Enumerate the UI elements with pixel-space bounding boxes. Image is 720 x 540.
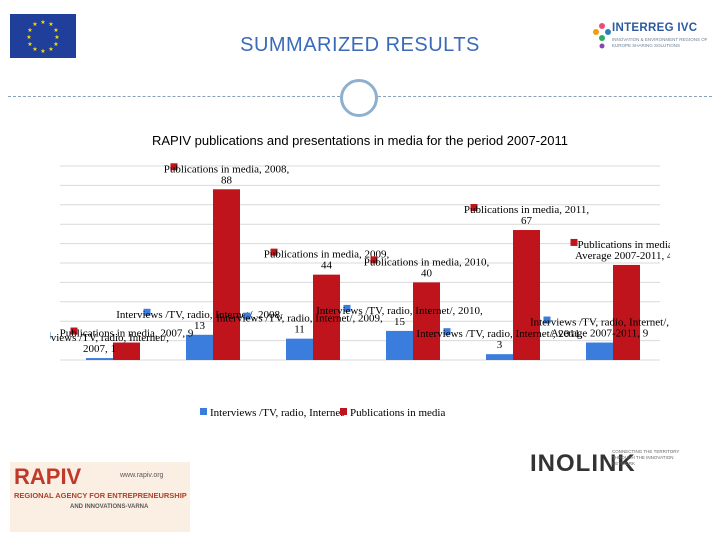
divider-circle-icon	[340, 79, 378, 117]
svg-text:★: ★	[27, 41, 32, 48]
rapiv-agency-line2: AND INNOVATIONS-VARNA	[70, 504, 149, 510]
bar-chart: Interviews /TV, radio, Internet/,2007, 1…	[50, 163, 670, 419]
label-marker-publications-0	[70, 327, 78, 335]
data-label-interviews-3: Interviews /TV, radio, Internet/, 2010,	[316, 305, 483, 317]
data-label-interviews-5: Interviews /TV, radio, Internet/,	[530, 317, 669, 329]
label-marker-interviews-2	[243, 312, 251, 320]
data-label-publications-1: Publications in media, 2008,	[164, 163, 290, 175]
svg-text:★: ★	[53, 27, 58, 34]
label-marker-interviews-0	[50, 332, 51, 340]
label-marker-publications-1	[170, 163, 178, 171]
eu-flag-logo: ★ ★ ★ ★ ★ ★ ★ ★ ★ ★ ★ ★	[10, 14, 76, 58]
rapiv-wordmark: RAPIV	[14, 464, 82, 489]
data-label-interviews-4: 3	[497, 339, 503, 351]
eu-stars-icon: ★ ★★ ★★★ ★★★ ★★★	[26, 19, 59, 55]
bar-publications-1	[213, 189, 240, 360]
bar-interviews-3	[386, 330, 413, 360]
svg-text:★: ★	[53, 41, 58, 48]
label-marker-publications-2	[270, 248, 278, 256]
data-label-publications-3: Publications in media, 2010,	[364, 256, 490, 268]
svg-text:★: ★	[27, 27, 32, 34]
svg-text:★: ★	[48, 46, 53, 53]
legend-label-1: Publications in media	[350, 407, 445, 419]
legend-swatch-0	[200, 408, 207, 415]
bar-interviews-0	[86, 358, 113, 360]
bar-publications-3	[413, 282, 440, 360]
label-marker-interviews-4	[443, 328, 451, 336]
data-label-publications-5: Average 2007-2011, 49	[575, 250, 670, 262]
data-label-interviews-3: 15	[394, 316, 406, 328]
label-marker-interviews-3	[343, 304, 351, 312]
label-marker-publications-4	[470, 204, 478, 212]
inolink-wordmark: INOLINK	[530, 450, 636, 477]
bar-publications-2	[313, 274, 340, 360]
data-label-interviews-0: Interviews /TV, radio, Internet/,	[50, 332, 169, 344]
data-label-interviews-2: Interviews /TV, radio, Internet/, 2009,	[216, 313, 383, 325]
chart-title: RAPIV publications and presentations in …	[151, 133, 569, 148]
data-label-publications-3: 40	[421, 267, 433, 279]
data-label-publications-2: 44	[321, 260, 333, 272]
data-label-publications-2: Publications in media, 2009,	[264, 249, 390, 261]
svg-text:★: ★	[48, 21, 53, 28]
legend-swatch-1	[340, 408, 347, 415]
label-marker-interviews-5	[543, 316, 551, 324]
svg-text:★: ★	[32, 46, 37, 53]
data-label-publications-4: 67	[521, 215, 533, 227]
svg-text:★: ★	[26, 34, 31, 41]
data-label-publications-0: Publications in media, 2007, 9	[60, 328, 194, 340]
bar-publications-5	[613, 264, 640, 360]
label-marker-interviews-1	[143, 308, 151, 316]
bar-publications-0	[113, 342, 140, 360]
data-label-publications-4: Publications in media, 2011,	[464, 204, 589, 216]
interreg-name: INTERREG IVC	[612, 22, 698, 34]
svg-text:★: ★	[40, 48, 45, 55]
data-label-interviews-2: 11	[294, 324, 305, 336]
bar-interviews-1	[186, 334, 213, 360]
data-label-publications-5: Publications in media,	[577, 239, 670, 251]
data-label-interviews-5: Average 2007-2011, 9	[551, 328, 649, 340]
label-marker-publications-3	[370, 256, 378, 264]
data-label-interviews-0: 2007, 1	[83, 343, 116, 355]
label-marker-publications-5	[570, 238, 578, 246]
bar-interviews-4	[486, 354, 513, 360]
svg-text:★: ★	[54, 34, 59, 41]
divider-left	[8, 96, 340, 97]
bar-interviews-2	[286, 338, 313, 360]
data-label-interviews-1: 13	[194, 320, 206, 332]
legend-label-0: Interviews /TV, radio, Internet/	[210, 407, 347, 419]
bar-interviews-5	[586, 342, 613, 360]
rapiv-agency-line1: REGIONAL AGENCY FOR ENTREPRENEURSHIP	[14, 491, 187, 500]
svg-text:★: ★	[32, 21, 37, 28]
interreg-logo	[590, 16, 710, 62]
data-label-interviews-1: Interviews /TV, radio, Internet/, 2008,	[116, 309, 283, 321]
interreg-tagline: INNOVATION & ENVIRONMENT REGIONS OF EURO…	[612, 37, 708, 48]
inolink-tagline: CONNECTING THE TERRITORY THROUGH THE INN…	[612, 449, 680, 466]
bar-publications-4	[513, 230, 540, 360]
interreg-swirl-icon	[593, 23, 611, 49]
data-label-interviews-4: Interviews /TV, radio, Internet/, 2011,	[416, 328, 582, 340]
slide-title: SUMMARIZED RESULTS	[240, 34, 480, 56]
rapiv-url: www.rapiv.org	[120, 472, 164, 479]
data-label-publications-1: 88	[221, 174, 233, 186]
rapiv-logo	[10, 462, 190, 532]
divider-right	[378, 96, 712, 97]
svg-text:★: ★	[40, 19, 45, 26]
